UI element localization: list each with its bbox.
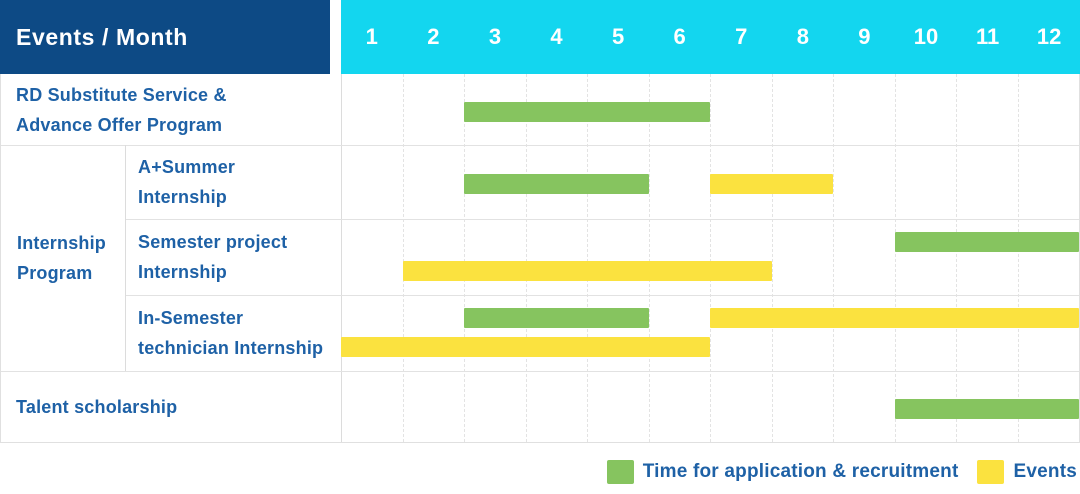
legend: Time for application & recruitment Events: [606, 450, 1077, 494]
row-label-cell: A+Summer Internship: [125, 145, 341, 219]
month-header-cell: 6: [673, 24, 686, 49]
month-header-cell: 7: [735, 24, 748, 49]
month-header-cell: 11: [975, 24, 1000, 49]
row-label: technician Internship: [138, 338, 324, 358]
corner-header: Events / Month: [0, 0, 330, 74]
legend-item: Time for application & recruitment: [606, 460, 959, 484]
row-border: [1, 145, 1079, 146]
row-label: In-Semester: [138, 308, 244, 328]
chart-body: RD Substitute Service & Advance Offer Pro…: [0, 74, 1080, 443]
bar-application: [894, 232, 1079, 252]
grid-line-month: [956, 74, 957, 442]
grid-line-month: [894, 74, 896, 442]
legend-label: Time for application & recruitment: [642, 461, 959, 482]
bar-application: [894, 399, 1079, 419]
corner-header-title: Events / Month: [16, 23, 188, 50]
grid-line-month: [710, 74, 711, 442]
grid-line-month: [1017, 74, 1019, 442]
row-label: Talent scholarship: [16, 397, 178, 417]
month-header-cell: 5: [611, 24, 625, 49]
legend-swatch-application: [606, 460, 634, 484]
grid-line-month: [464, 74, 465, 442]
legend-item: Events: [977, 460, 1077, 484]
row-label: Internship: [138, 187, 228, 207]
month-header-cell: 2: [427, 24, 440, 49]
grid-line-month: [402, 74, 404, 442]
row-label: Advance Offer Program: [16, 114, 223, 135]
grid-line-month: [771, 74, 773, 442]
grid-line-month: [587, 74, 588, 442]
month-header-cell: 9: [858, 24, 871, 49]
group-label: Internship: [17, 233, 107, 253]
month-header-cell: 8: [796, 24, 809, 49]
bar-event: [402, 261, 772, 281]
row-label-cell: Talent scholarship: [1, 371, 341, 443]
month-header-cell: 12: [1036, 24, 1062, 49]
month-header-cell: 4: [550, 24, 563, 49]
legend-label: Events: [1013, 461, 1077, 482]
legend-swatch-event: [977, 460, 1005, 484]
month-header-row: 1 2 3 4 5 6 7 8 9 10 11 12: [341, 0, 1080, 74]
bar-application: [464, 102, 710, 122]
row-label: Semester project: [138, 232, 288, 252]
month-header-cell: 3: [488, 24, 502, 49]
grid-line-month: [648, 74, 650, 442]
row-label-cell: In-Semester technician Internship: [125, 295, 341, 371]
row-label: RD Substitute Service &: [16, 84, 227, 105]
group-label: Program: [17, 263, 93, 283]
row-label-cell: Semester project Internship: [125, 219, 341, 295]
grid-line-month: [833, 74, 834, 442]
bar-event: [341, 337, 710, 357]
sub-row-border: [125, 295, 1079, 296]
group-label-cell: Internship Program: [1, 145, 125, 371]
month-header-cell: 1: [365, 24, 378, 49]
sub-row-border: [125, 219, 1079, 220]
bar-application: [464, 308, 649, 328]
group-column-divider: [125, 145, 126, 371]
bar-event: [710, 308, 1079, 328]
row-label: Internship: [138, 262, 228, 282]
row-label: A+Summer: [138, 157, 236, 177]
bar-application: [464, 174, 649, 194]
row-label-cell: RD Substitute Service & Advance Offer Pro…: [1, 74, 341, 145]
bar-event: [710, 174, 833, 194]
row-border: [1, 371, 1079, 372]
month-header-cell: 10: [913, 24, 939, 49]
grid-line-month: [525, 74, 527, 442]
label-chart-divider: [341, 74, 342, 442]
